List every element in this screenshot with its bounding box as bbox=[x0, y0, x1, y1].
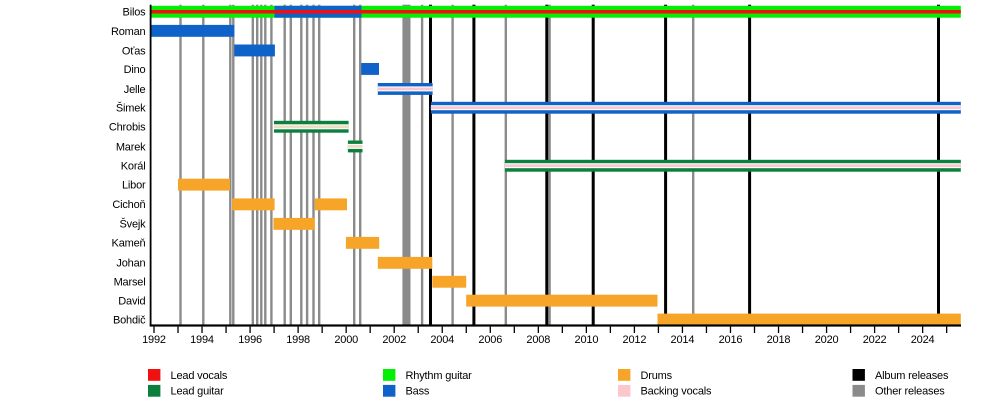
svg-text:1992: 1992 bbox=[142, 334, 166, 346]
svg-text:Bilos: Bilos bbox=[123, 7, 147, 19]
svg-text:2022: 2022 bbox=[863, 334, 887, 346]
svg-text:2004: 2004 bbox=[430, 334, 454, 346]
svg-text:Album releases: Album releases bbox=[875, 370, 949, 382]
svg-text:2006: 2006 bbox=[478, 334, 502, 346]
svg-text:Lead vocals: Lead vocals bbox=[171, 370, 228, 382]
svg-text:Bohdič: Bohdič bbox=[113, 314, 146, 326]
svg-text:2018: 2018 bbox=[767, 334, 791, 346]
svg-text:Marsel: Marsel bbox=[114, 277, 146, 289]
svg-text:2012: 2012 bbox=[623, 334, 647, 346]
svg-text:Kameň: Kameň bbox=[112, 238, 146, 250]
svg-text:2020: 2020 bbox=[815, 334, 839, 346]
svg-text:2024: 2024 bbox=[911, 334, 935, 346]
svg-text:2014: 2014 bbox=[671, 334, 695, 346]
svg-text:1996: 1996 bbox=[238, 334, 262, 346]
svg-text:Marek: Marek bbox=[116, 141, 146, 153]
svg-text:1998: 1998 bbox=[286, 334, 310, 346]
svg-text:Šimek: Šimek bbox=[116, 102, 146, 115]
svg-text:Chrobis: Chrobis bbox=[109, 122, 146, 134]
svg-text:Švejk: Švejk bbox=[120, 218, 147, 231]
svg-text:2000: 2000 bbox=[334, 334, 358, 346]
svg-text:Lead guitar: Lead guitar bbox=[171, 386, 225, 398]
svg-text:Libor: Libor bbox=[122, 180, 146, 192]
svg-text:Bass: Bass bbox=[406, 386, 430, 398]
svg-text:Oťas: Oťas bbox=[122, 45, 146, 57]
svg-text:David: David bbox=[118, 296, 145, 308]
svg-text:2010: 2010 bbox=[575, 334, 599, 346]
svg-text:2016: 2016 bbox=[719, 334, 743, 346]
svg-text:Drums: Drums bbox=[641, 370, 673, 382]
svg-text:Dino: Dino bbox=[124, 64, 146, 76]
svg-text:1994: 1994 bbox=[190, 334, 214, 346]
svg-text:Jelle: Jelle bbox=[124, 84, 146, 96]
svg-text:2008: 2008 bbox=[526, 334, 550, 346]
svg-text:Johan: Johan bbox=[116, 258, 145, 270]
svg-text:Cichoň: Cichoň bbox=[112, 199, 145, 211]
svg-text:Korál: Korál bbox=[121, 161, 146, 173]
svg-text:2002: 2002 bbox=[382, 334, 406, 346]
svg-text:Backing vocals: Backing vocals bbox=[641, 386, 713, 398]
svg-text:Other releases: Other releases bbox=[875, 386, 945, 398]
svg-text:Roman: Roman bbox=[111, 26, 146, 38]
svg-text:Rhythm guitar: Rhythm guitar bbox=[406, 370, 473, 382]
